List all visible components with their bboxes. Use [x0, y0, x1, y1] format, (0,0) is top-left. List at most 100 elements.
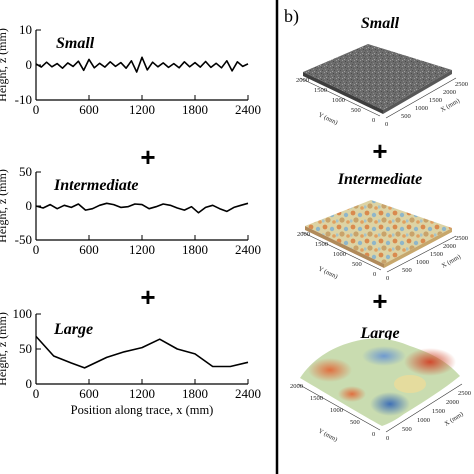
surface-peak [308, 358, 352, 382]
x-tick-label: 600 [79, 102, 99, 117]
y-tick-label: 0 [372, 431, 375, 438]
y-tick-label: 1500 [314, 87, 327, 94]
x-tick-label: 2400 [235, 242, 261, 257]
y-ticks: 0 500 1000 1500 2000 [290, 383, 375, 438]
y-tick-label: 100 [13, 306, 33, 321]
surface-intermediate: Intermediate 0 500 1000 1500 2000 2500 0… [297, 171, 468, 282]
surface-side [384, 228, 452, 268]
x-tick-label: 0 [386, 435, 389, 442]
x-tick-label: 500 [401, 113, 411, 120]
x-tick-label: 1500 [429, 97, 442, 104]
x-axis-label: Position along trace, x (mm) [71, 403, 214, 417]
x-axis [385, 383, 463, 433]
y-tick-label: 500 [350, 419, 360, 426]
x-tick-label: 1800 [182, 386, 208, 401]
y-tick-label: 0 [26, 376, 33, 391]
x-tick-label: 2400 [235, 102, 261, 117]
plus-operator: + [372, 286, 387, 316]
surface-top [303, 44, 452, 110]
x-tick-label: 2500 [455, 81, 468, 88]
x-tick-label: 1200 [129, 102, 155, 117]
x-tick-label: 1000 [416, 259, 429, 266]
x-tick-label: 1800 [182, 242, 208, 257]
x-tick-label: 0 [385, 121, 388, 128]
y-axis [299, 77, 381, 117]
y-tick-label: 10 [19, 22, 32, 37]
surface-valley [362, 346, 406, 366]
surface-small: Small 0 500 1000 1500 2000 2500 0 500 10… [296, 15, 468, 128]
x-tick-label: 600 [79, 242, 99, 257]
y-tick-label: 0 [373, 271, 376, 278]
y-tick-label: 1500 [310, 395, 323, 402]
x-tick-label: 0 [33, 102, 40, 117]
x-axis-label: X (mm) [441, 253, 462, 269]
y-tick-label: 2000 [297, 231, 310, 238]
series-line [35, 335, 249, 369]
surface-side [383, 70, 452, 114]
x-tick-label: 0 [386, 275, 389, 282]
series-line [35, 56, 249, 73]
x-tick-label: 2400 [235, 386, 261, 401]
y-axis-label: Y (mm) [317, 111, 339, 126]
series-line [35, 202, 249, 214]
x-ticks: 0 500 1000 1500 2000 2500 [386, 390, 471, 442]
plus-operator: + [140, 282, 155, 312]
y-axis-label: Height, z (mm) [0, 169, 9, 243]
x-ticks: 0 500 1000 1500 2000 2500 [385, 81, 468, 128]
surface-title: Large [359, 325, 399, 342]
y-axis [297, 383, 381, 431]
y-tick-label: 1000 [333, 251, 346, 258]
y-tick-label: -50 [15, 232, 32, 247]
surface-side [305, 226, 384, 268]
y-tick-label: -10 [15, 92, 32, 107]
plot-title: Large [53, 321, 93, 338]
x-tick-label: 500 [402, 267, 412, 274]
y-tick-label: 0 [26, 57, 33, 72]
surface-title: Small [361, 15, 400, 32]
x-axis [386, 235, 457, 273]
y-tick-label: 1000 [330, 407, 343, 414]
x-tick-label: 2500 [455, 235, 468, 242]
surface-side [303, 72, 383, 114]
x-tick-label: 1800 [182, 102, 208, 117]
y-tick-label: 0 [26, 198, 33, 213]
trace-plot-large: 0 600 1200 1800 2400 0 50 100 Height, z (mm) Larg… [0, 306, 261, 417]
y-tick-label: 50 [19, 341, 32, 356]
surface-valley [370, 392, 410, 416]
x-tick-label: 1500 [432, 408, 445, 415]
x-tick-label: 1000 [415, 105, 428, 112]
x-tick-label: 2000 [443, 243, 456, 250]
y-ticks: 0 500 1000 1500 2000 [297, 231, 376, 278]
surface-title: Intermediate [337, 171, 422, 188]
x-axis [385, 77, 457, 119]
y-tick-label: 1000 [332, 97, 345, 104]
x-tick-label: 2000 [443, 89, 456, 96]
x-tick-label: 2000 [446, 399, 459, 406]
plus-operator: + [140, 142, 155, 172]
y-axis [301, 231, 382, 271]
x-axis-label: X (mm) [440, 97, 461, 113]
plot-title: Small [56, 35, 95, 52]
y-ticks: 0 500 1000 1500 2000 [296, 77, 375, 124]
x-tick-label: 1200 [129, 386, 155, 401]
y-tick-label: 2000 [296, 77, 309, 84]
x-tick-label: 0 [33, 386, 40, 401]
y-axis-label: Y (mm) [317, 265, 339, 280]
y-tick-label: 500 [352, 261, 362, 268]
y-tick-label: 0 [372, 117, 375, 124]
x-tick-label: 600 [79, 386, 99, 401]
x-tick-label: 1200 [129, 242, 155, 257]
surface-top [305, 200, 452, 264]
x-ticks: 0 500 1000 1500 2000 2500 [386, 235, 468, 282]
x-axis-label: X (mm) [443, 411, 464, 428]
x-tick-label: 1000 [417, 417, 430, 424]
y-tick-label: 500 [351, 107, 361, 114]
y-tick-label: 1500 [315, 241, 328, 248]
plus-operator: + [372, 136, 387, 166]
plot-title: Intermediate [53, 177, 138, 194]
x-tick-label: 500 [402, 426, 412, 433]
